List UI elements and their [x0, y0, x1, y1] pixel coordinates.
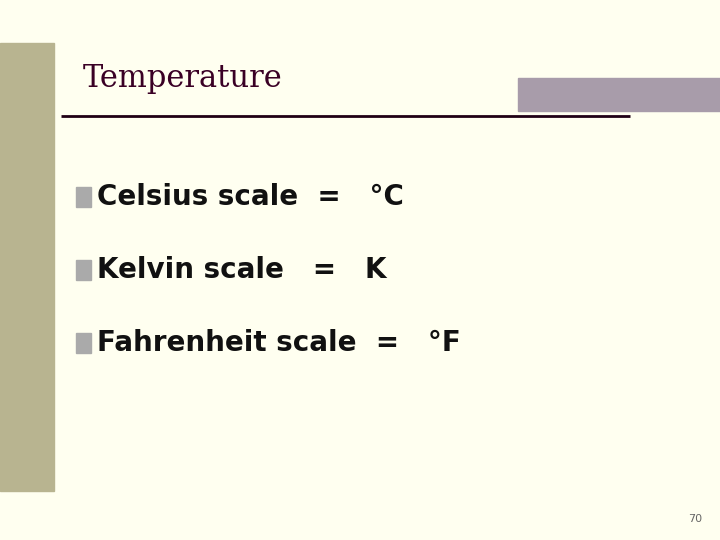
Text: Fahrenheit scale  =   °F: Fahrenheit scale = °F — [97, 329, 461, 357]
Text: Kelvin scale   =   K: Kelvin scale = K — [97, 256, 387, 284]
Text: Temperature: Temperature — [83, 63, 282, 94]
Bar — [76, 187, 91, 207]
Bar — [518, 78, 720, 111]
Bar — [76, 333, 91, 353]
Text: Celsius scale  =   °C: Celsius scale = °C — [97, 183, 404, 211]
Bar — [76, 260, 91, 280]
Bar — [0, 43, 54, 491]
Text: 70: 70 — [688, 514, 702, 524]
